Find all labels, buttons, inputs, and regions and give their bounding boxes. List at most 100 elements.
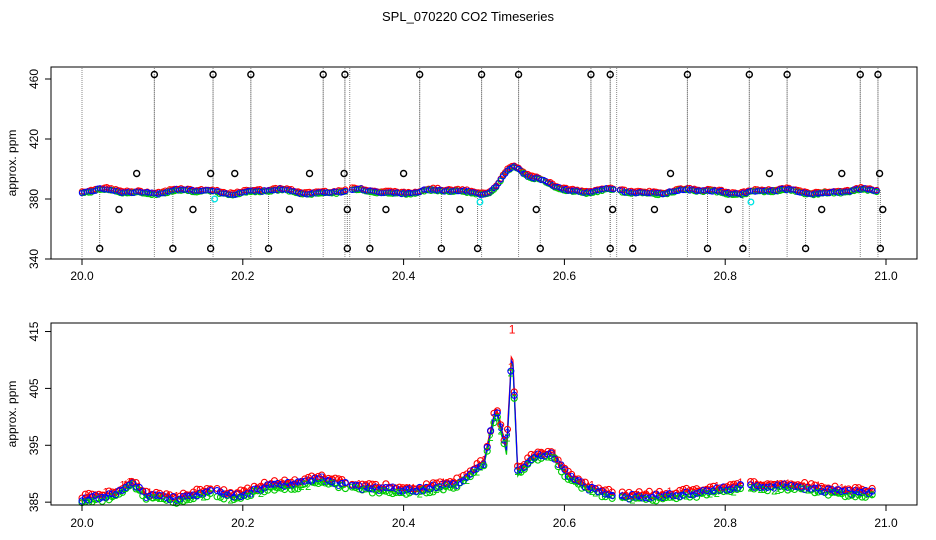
series-point [243, 492, 252, 500]
series-point [510, 391, 518, 399]
series-point [260, 488, 268, 496]
series-point [156, 492, 164, 500]
series-point [301, 480, 309, 488]
outlier-point-low [366, 244, 374, 253]
x-tick-label: 20.8 [714, 516, 738, 530]
x-tick-label: 20.4 [392, 269, 416, 283]
bottom-y-axis: 385 395 405 415 [27, 321, 52, 512]
series-point [564, 475, 572, 483]
series-number-label: 3 [802, 484, 808, 496]
series-number-label: 1 [589, 480, 595, 492]
outlier-point-low [876, 244, 885, 253]
outlier-point-high [587, 70, 595, 79]
series-point [98, 493, 106, 501]
series-number-label: 3 [248, 488, 254, 500]
panel-top: 20.0 20.2 20.4 20.6 20.8 21.0 340 380 420 460 ap… [5, 66, 918, 283]
series-point [817, 482, 826, 491]
series-number-label: 3 [771, 483, 777, 495]
outlier-point-low [606, 244, 614, 253]
series-point [318, 471, 326, 479]
series-point [135, 486, 143, 494]
series-point [291, 485, 299, 493]
series-point [618, 492, 626, 500]
series-point [736, 481, 745, 489]
series-point [294, 478, 302, 486]
outlier-point [343, 205, 352, 214]
series-point [551, 455, 559, 463]
outlier-point [132, 169, 141, 178]
series-point [81, 490, 89, 498]
series-number-label: 2 [488, 432, 494, 444]
series-number-label: 2 [731, 486, 737, 498]
series-number-label: 2 [434, 484, 440, 496]
series-point [338, 479, 346, 487]
series-point [811, 489, 819, 497]
series-point [682, 488, 690, 496]
series-number-label: 1 [150, 490, 156, 502]
series-point [554, 456, 562, 464]
series-number-label: 2 [464, 475, 470, 487]
series-number-label: 1 [457, 472, 463, 484]
series-point [794, 483, 802, 491]
series-point [520, 460, 528, 468]
series-point [254, 487, 262, 495]
series-point [483, 447, 491, 455]
series-number-label: 1 [103, 487, 109, 499]
series-point [493, 413, 501, 421]
series-number-label: 3 [569, 471, 575, 483]
series-point [510, 394, 518, 402]
series-number-label: 3 [160, 490, 166, 502]
series-number-label: 2 [592, 487, 598, 499]
series-point [186, 495, 194, 504]
series-point [483, 443, 491, 451]
series-point [784, 486, 792, 494]
series-point [561, 466, 569, 474]
series-number-label: 3 [319, 472, 325, 484]
series-point [237, 493, 245, 501]
series-point [206, 486, 214, 495]
y-tick-label: 405 [27, 378, 41, 398]
y-tick-label: 385 [27, 492, 41, 512]
series-point [480, 462, 488, 470]
series-point [443, 482, 451, 490]
cyan-point [211, 195, 219, 203]
outlier-point [231, 169, 239, 178]
series-point [571, 476, 579, 484]
peak-label: 1 [509, 323, 516, 337]
outlier-point-low [739, 244, 747, 253]
series-point [328, 475, 336, 483]
y-tick-label: 460 [27, 69, 41, 89]
outlier-point-low [343, 244, 352, 253]
series-number-label: 2 [504, 432, 510, 444]
series-number-label: 1 [508, 362, 514, 374]
series-number-label: 3 [498, 422, 504, 434]
x-tick-label: 20.0 [70, 269, 94, 283]
y-tick-label: 395 [27, 435, 41, 455]
top-y-axis: 340 380 420 460 [27, 69, 52, 269]
series-point [622, 493, 630, 501]
series-point [389, 490, 397, 498]
series-point [770, 480, 778, 488]
series-number-label: 3 [677, 491, 683, 503]
series-point [873, 187, 880, 194]
top-x-axis: 20.0 20.2 20.4 20.6 20.8 21.0 [70, 258, 898, 283]
outlier-point-high [209, 70, 217, 79]
series-point [767, 480, 775, 488]
outlier-point [875, 169, 884, 178]
series-point [726, 485, 734, 494]
y-tick-label: 420 [27, 129, 41, 149]
series-point [422, 483, 430, 491]
series-point [301, 475, 309, 483]
series-point [372, 483, 380, 491]
series-point [723, 486, 731, 494]
series-point [757, 484, 765, 492]
outlier-point [650, 205, 659, 214]
outlier-point-low [206, 244, 215, 253]
series-point [642, 494, 650, 502]
series-point [149, 494, 157, 502]
x-tick-label: 20.2 [231, 269, 255, 283]
series-number-label: 1 [714, 481, 720, 493]
